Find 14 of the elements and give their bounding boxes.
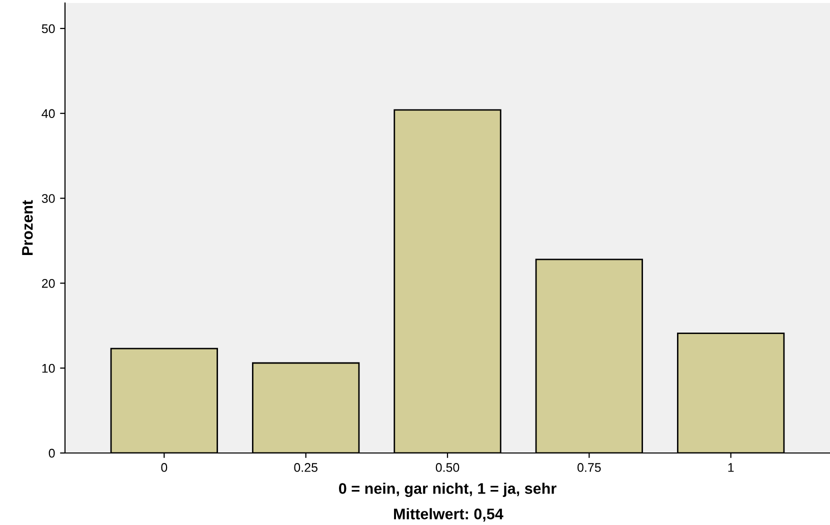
y-tick-label: 40: [42, 109, 55, 118]
text: Mittelwert: 0,54: [394, 508, 504, 522]
y-tick-label: 20: [42, 278, 55, 288]
y-tick-label: 50: [42, 24, 55, 34]
x-tick-label: 0.50: [436, 463, 460, 472]
y-tick-label: 0: [48, 448, 55, 458]
x-tick-label: 1: [728, 463, 734, 472]
x-tick-label: 0: [161, 463, 168, 472]
y-axis-title: Prozent: [22, 200, 33, 255]
x-axis-title: 0 = nein, gar nicht, 1 = ja, sehr: [339, 482, 556, 498]
y-tick-label: 30: [42, 194, 55, 203]
x-tick-label: 0.75: [577, 463, 601, 472]
y-tick-label: 10: [42, 364, 55, 373]
x-tick-label: 0.25: [294, 463, 318, 472]
